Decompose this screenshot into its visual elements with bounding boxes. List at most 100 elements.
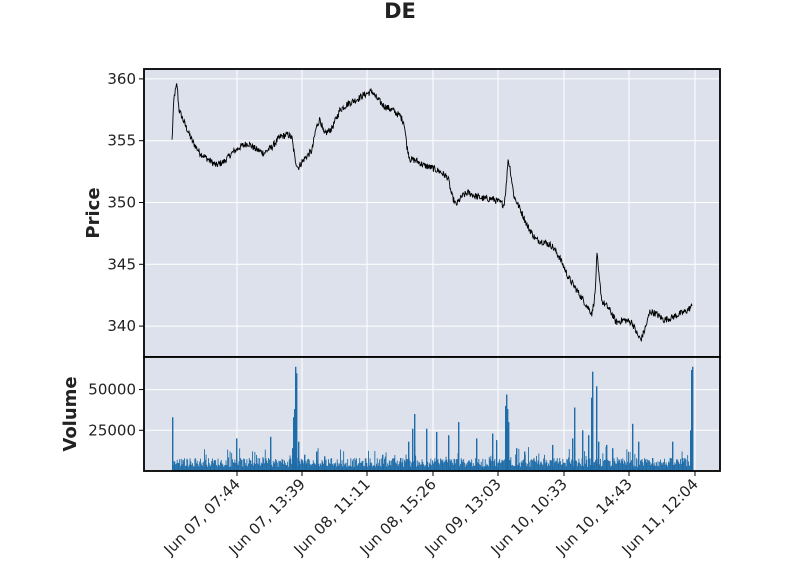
volume-bar [185, 465, 187, 471]
volume-bar [594, 462, 596, 471]
volume-bar [308, 459, 310, 471]
volume-bar [403, 466, 405, 471]
volume-bar [539, 464, 541, 471]
volume-bar [550, 460, 552, 471]
volume-bar [383, 463, 385, 471]
volume-bar [441, 461, 443, 471]
volume-bar [334, 464, 336, 471]
volume-bar [517, 464, 519, 471]
volume-bar-spike [293, 417, 295, 471]
volume-bar [647, 459, 649, 471]
volume-bar [472, 463, 474, 471]
volume-bar [653, 465, 655, 471]
volume-bar [466, 464, 468, 471]
volume-bar [600, 458, 601, 471]
volume-bar [500, 462, 502, 471]
volume-bar [659, 461, 661, 471]
volume-bar [439, 464, 441, 471]
volume-bar [359, 458, 361, 471]
volume-bar [286, 465, 288, 471]
volume-bar [680, 459, 681, 471]
volume-bar [204, 449, 205, 471]
volume-bar [214, 460, 216, 471]
volume-bar [548, 463, 549, 471]
volume-bar-spike [324, 456, 326, 471]
volume-bar [328, 459, 329, 471]
volume-bar [365, 458, 367, 471]
volume-bar [544, 454, 545, 471]
volume-bar [451, 459, 453, 471]
volume-bar [212, 463, 214, 471]
volume-bar [215, 460, 217, 471]
volume-bar-spike [412, 428, 414, 471]
volume-bar [431, 465, 433, 471]
volume-bar [556, 458, 558, 471]
volume-bar [465, 463, 467, 471]
volume-bar [577, 462, 579, 471]
volume-bar [238, 461, 240, 471]
volume-bar [196, 463, 197, 471]
volume-bar [488, 466, 489, 471]
volume-bar [551, 460, 553, 471]
volume-bar [186, 458, 188, 471]
volume-bar [479, 464, 481, 471]
volume-bar [371, 462, 373, 471]
volume-bar [461, 460, 463, 471]
volume-bar [658, 466, 660, 471]
volume-bar-spike [582, 430, 584, 471]
volume-bar [232, 462, 234, 471]
volume-bar [200, 458, 201, 471]
volume-bar [515, 454, 517, 471]
volume-bar [376, 458, 378, 471]
volume-bar [356, 465, 358, 471]
volume-bar [181, 464, 183, 471]
volume-bar [341, 460, 343, 471]
volume-bar [405, 454, 407, 471]
volume-bar [360, 462, 361, 471]
volume-bar [480, 465, 481, 471]
volume-bar-spike [690, 430, 692, 471]
volume-bar [474, 465, 476, 471]
volume-bar [335, 462, 337, 471]
volume-bar-spike [682, 458, 684, 471]
volume-bar [589, 458, 591, 471]
volume-bar [437, 459, 439, 471]
volume-bar-spike [524, 451, 526, 471]
volume-bar [666, 464, 668, 471]
volume-bar [176, 463, 177, 471]
volume-bar [622, 458, 624, 471]
volume-bar [401, 462, 403, 471]
volume-bar [434, 458, 436, 471]
volume-bar [308, 458, 309, 471]
volume-bar [477, 462, 479, 471]
volume-bar [464, 466, 466, 471]
volume-bar [406, 459, 408, 471]
volume-bar [635, 466, 637, 471]
volume-bar [404, 461, 406, 471]
volume-bar-spike [572, 438, 574, 471]
volume-bar [484, 466, 485, 471]
price-tick-label: 350 [107, 193, 136, 211]
volume-bar [378, 462, 380, 471]
volume-bar [648, 460, 649, 471]
volume-bar [503, 460, 505, 471]
volume-bar-spike [505, 405, 507, 471]
volume-bar [674, 462, 676, 471]
volume-bar [200, 464, 202, 471]
volume-bar [478, 459, 480, 471]
volume-bar [623, 463, 625, 471]
volume-bar [210, 464, 212, 471]
volume-bar [173, 461, 175, 471]
volume-bar [604, 459, 606, 471]
volume-bar [468, 460, 469, 471]
volume-bar [330, 458, 332, 471]
volume-bar [402, 458, 404, 471]
volume-bar [586, 459, 588, 471]
volume-bar [300, 463, 301, 471]
volume-bar [300, 458, 302, 471]
volume-bar [340, 449, 341, 471]
volume-tick-label: 25000 [88, 421, 136, 439]
volume-bar [444, 460, 446, 471]
volume-bar [232, 459, 233, 471]
